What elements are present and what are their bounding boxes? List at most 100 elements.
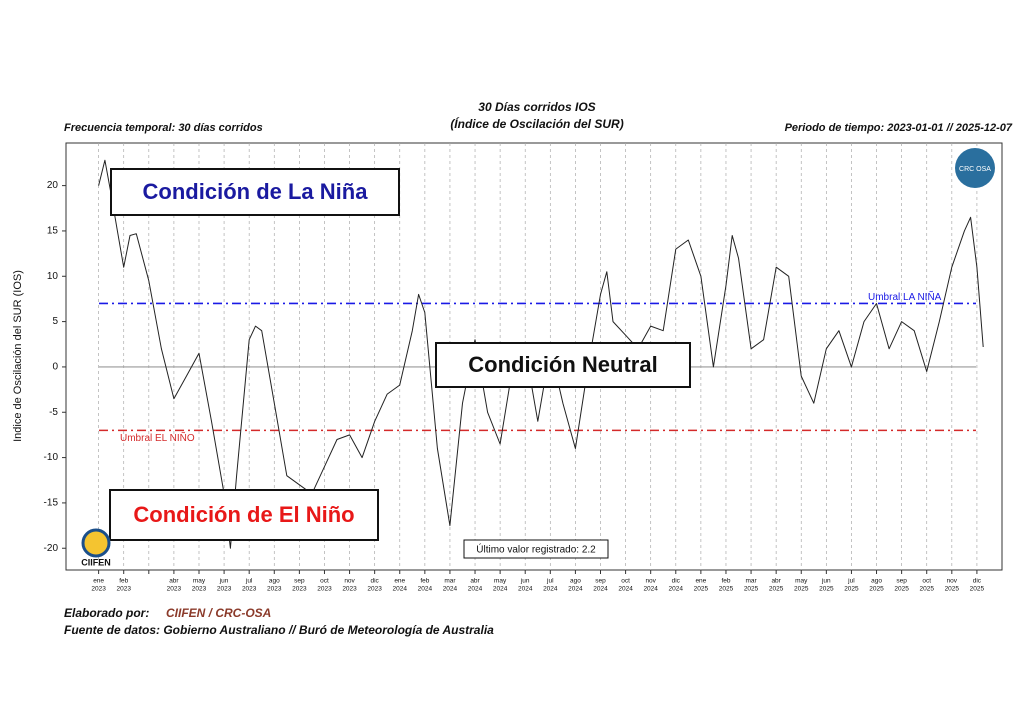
y-tick-label: -20	[44, 543, 59, 554]
source: Fuente de datos: Gobierno Australiano //…	[64, 623, 494, 637]
x-tick-label: oct	[922, 578, 931, 585]
x-tick-label: 2025	[894, 586, 909, 593]
annotation-box	[109, 489, 379, 541]
x-tick-label: ago	[269, 578, 280, 585]
y-tick-label: 15	[47, 226, 59, 237]
x-tick-label: 2025	[945, 586, 960, 593]
x-tick-label: 2023	[317, 586, 332, 593]
x-tick-label: jul	[847, 578, 855, 585]
x-tick-label: nov	[645, 578, 656, 585]
credit-label: Elaborado por:	[64, 606, 149, 620]
x-tick-label: mar	[444, 578, 456, 585]
x-tick-label: 2025	[919, 586, 934, 593]
x-tick-label: feb	[119, 578, 128, 585]
x-tick-label: feb	[721, 578, 730, 585]
x-tick-label: sep	[896, 578, 907, 585]
x-tick-label: 2024	[643, 586, 658, 593]
y-tick-label: -5	[49, 407, 58, 418]
x-tick-label: jun	[520, 578, 530, 585]
left-note: Frecuencia temporal: 30 días corridos	[64, 122, 263, 134]
x-tick-label: may	[494, 578, 507, 585]
x-tick-label: sep	[595, 578, 606, 585]
x-tick-label: 2023	[292, 586, 307, 593]
x-tick-label: 2025	[694, 586, 709, 593]
plot-frame	[65, 142, 1003, 571]
x-tick-label: oct	[320, 578, 329, 585]
x-tick-label: 2025	[844, 586, 859, 593]
annotation-text: Condición de El Niño	[133, 502, 354, 527]
x-tick-label: 2024	[618, 586, 633, 593]
x-tick-label: jul	[245, 578, 253, 585]
annotation-text: Condición Neutral	[468, 352, 657, 377]
x-tick-label: 2023	[217, 586, 232, 593]
x-tick-label: ago	[570, 578, 581, 585]
x-tick-label: 2023	[242, 586, 257, 593]
y-tick-label: 10	[47, 271, 59, 282]
x-tick-label: dic	[973, 578, 982, 585]
x-tick-label: ago	[871, 578, 882, 585]
y-tick-label: -10	[44, 452, 59, 463]
x-tick-label: dic	[672, 578, 681, 585]
x-tick-label: ene	[394, 578, 405, 585]
x-tick-label: may	[193, 578, 206, 585]
logo-crc-osa	[955, 148, 995, 188]
x-tick-label: 2024	[393, 586, 408, 593]
x-tick-label: 2024	[518, 586, 533, 593]
annotation-text: Último valor registrado: 2.2	[476, 543, 596, 556]
y-tick-label: 5	[52, 316, 58, 327]
x-tick-label: nov	[344, 578, 355, 585]
x-tick-label: 2025	[744, 586, 759, 593]
y-tick-label: -15	[44, 498, 59, 509]
threshold-label: Umbral EL NIÑO	[120, 431, 195, 444]
y-tick-label: 20	[47, 180, 59, 191]
x-tick-label: 2025	[769, 586, 784, 593]
x-tick-label: 2024	[418, 586, 433, 593]
logo-text: CRC OSA	[959, 166, 991, 173]
right-note: Periodo de tiempo: 2023-01-01 // 2025-12…	[785, 122, 1013, 134]
x-tick-label: oct	[621, 578, 630, 585]
x-tick-label: 2025	[970, 586, 985, 593]
x-tick-label: 2023	[91, 586, 106, 593]
threshold-label: Umbral LA NIÑA	[868, 290, 942, 303]
logo-text: CIIFEN	[81, 557, 111, 567]
x-tick-label: may	[795, 578, 808, 585]
annotation-box	[110, 168, 400, 216]
x-tick-label: 2023	[367, 586, 382, 593]
x-tick-label: 2024	[468, 586, 483, 593]
x-tick-label: 2024	[443, 586, 458, 593]
x-tick-label: 2024	[568, 586, 583, 593]
y-tick-label: 0	[52, 362, 58, 373]
x-tick-label: jul	[546, 578, 554, 585]
logo-ciifen	[81, 528, 111, 558]
x-tick-label: ene	[93, 578, 104, 585]
x-tick-label: mar	[745, 578, 757, 585]
x-tick-label: 2024	[543, 586, 558, 593]
chart-subtitle: (Índice de Oscilación del SUR)	[450, 116, 623, 131]
x-tick-label: 2023	[192, 586, 207, 593]
x-tick-label: 2024	[593, 586, 608, 593]
x-tick-label: feb	[420, 578, 429, 585]
annotation-box	[435, 342, 691, 388]
annotation-box	[463, 539, 609, 559]
x-tick-label: abr	[470, 578, 480, 585]
x-tick-label: 2024	[669, 586, 684, 593]
x-tick-label: abr	[771, 578, 781, 585]
x-tick-label: 2024	[493, 586, 508, 593]
x-tick-label: jun	[219, 578, 229, 585]
annotation-text: Condición de La Niña	[143, 179, 369, 204]
x-tick-label: 2025	[819, 586, 834, 593]
x-tick-label: 2023	[116, 586, 131, 593]
chart-title: 30 Días corridos IOS	[478, 100, 595, 114]
x-tick-label: dic	[370, 578, 379, 585]
y-axis-label: Indice de Oscilación del SUR (IOS)	[12, 270, 24, 442]
x-tick-label: 2025	[869, 586, 884, 593]
x-tick-label: 2025	[719, 586, 734, 593]
x-tick-label: nov	[947, 578, 958, 585]
x-tick-label: 2023	[267, 586, 282, 593]
x-tick-label: 2023	[167, 586, 182, 593]
x-tick-label: 2023	[342, 586, 357, 593]
credit: CIIFEN / CRC-OSA	[166, 606, 271, 620]
x-tick-label: ene	[695, 578, 706, 585]
x-tick-label: sep	[294, 578, 305, 585]
